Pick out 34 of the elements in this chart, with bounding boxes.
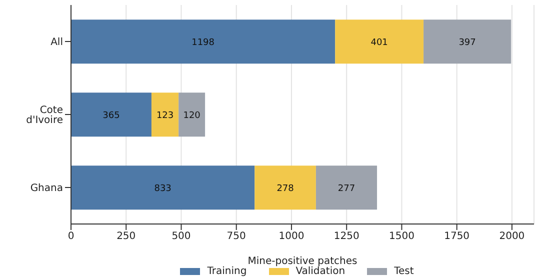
x-tick-label: 0: [68, 231, 74, 242]
bar: [151, 92, 179, 137]
data-label: 833: [154, 184, 172, 194]
x-axis-title: Mine-positive patches: [248, 256, 358, 267]
data-label: 123: [156, 110, 174, 121]
data-label: 401: [370, 38, 388, 48]
x-tick-label: 1750: [444, 231, 470, 242]
y-tick-label: Cote d'Ivoire: [26, 105, 63, 126]
x-tick-label: 2000: [499, 231, 525, 242]
bar: [254, 166, 316, 210]
data-label: 278: [276, 184, 294, 194]
bar: [424, 20, 512, 64]
data-label: 397: [458, 38, 476, 48]
legend-label: Validation: [296, 266, 346, 277]
x-tick-label: 1500: [388, 231, 414, 242]
x-tick-label: 750: [226, 231, 246, 242]
data-label: 1198: [192, 38, 215, 48]
x-tick-label: 500: [172, 231, 191, 242]
legend-label: Test: [393, 266, 414, 277]
x-tick-label: 1000: [278, 231, 304, 242]
bar: [178, 92, 206, 137]
x-tick-label: 1250: [334, 231, 360, 242]
legend-label: Training: [206, 266, 247, 277]
data-label: 120: [183, 110, 201, 121]
bar: [335, 20, 424, 64]
x-tick-label: 250: [116, 231, 136, 242]
bar: [71, 166, 255, 210]
bar: [71, 20, 336, 64]
bar: [316, 166, 378, 210]
y-tick-label: Ghana: [30, 183, 63, 194]
y-tick-label: All: [50, 37, 63, 48]
bar: [71, 92, 152, 137]
data-label: 277: [338, 184, 356, 194]
data-label: 365: [102, 110, 120, 121]
